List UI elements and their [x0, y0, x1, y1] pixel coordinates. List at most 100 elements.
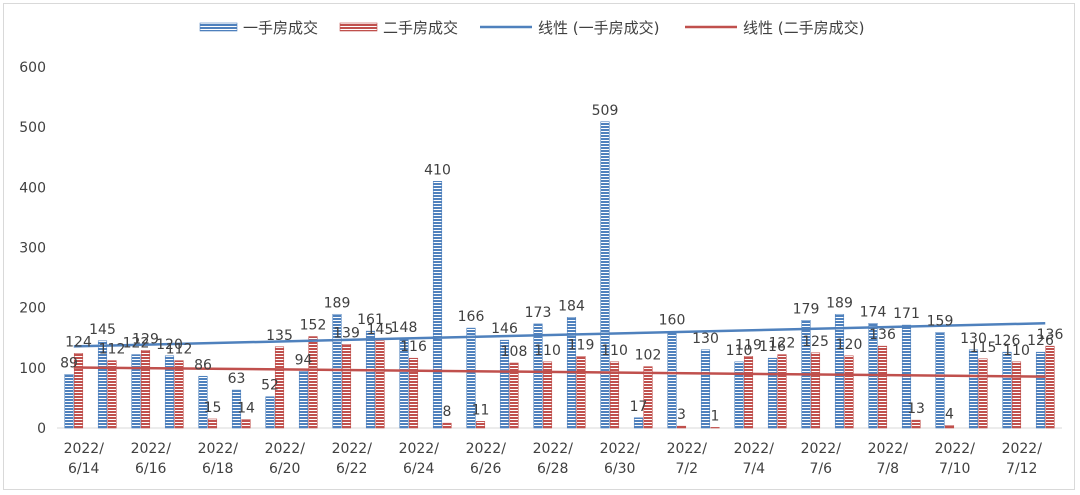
y-tick-label: 300: [19, 241, 46, 257]
new-house-bar: [600, 121, 610, 429]
resale-value-label: 14: [237, 401, 255, 417]
resale-bar: [509, 362, 519, 429]
resale-bar: [308, 336, 318, 429]
new-house-value-label: 173: [525, 305, 552, 321]
legend-swatch: [339, 22, 378, 32]
new-house-bar: [432, 181, 443, 429]
new-house-bar: [667, 331, 677, 429]
new-house-bar: [633, 417, 644, 429]
resale-bar: [576, 356, 586, 429]
new-house-bar: [64, 374, 74, 429]
new-house-value-label: 145: [89, 322, 116, 338]
resale-value-label: 108: [501, 344, 528, 360]
resale-value-label: 112: [166, 342, 193, 358]
new-house-bar: [700, 349, 711, 429]
resale-trendline: [73, 366, 1046, 378]
x-tick-label: 2022/6/30: [600, 441, 641, 477]
x-tick-label: 2022/6/24: [399, 441, 440, 477]
resale-bar: [107, 360, 117, 429]
chart-frame: [3, 3, 1075, 490]
resale-bar: [609, 361, 620, 429]
new-house-value-label: 410: [424, 162, 451, 178]
new-house-value-label: 179: [793, 301, 820, 317]
resale-bar: [710, 427, 720, 429]
new-house-value-label: 174: [860, 304, 887, 320]
resale-bar: [241, 419, 251, 429]
x-tick-label: 2022/7/12: [1002, 441, 1043, 477]
x-tick-label: 2022/6/22: [332, 441, 373, 477]
new-house-value-label: 122: [123, 336, 150, 352]
new-house-bar: [365, 330, 376, 429]
resale-bar: [73, 353, 84, 429]
resale-value-label: 122: [769, 336, 796, 352]
y-tick-label: 200: [19, 301, 46, 317]
resale-bar: [877, 345, 888, 429]
resale-bar: [207, 418, 218, 429]
new-house-value-label: 159: [927, 313, 954, 329]
new-house-bar: [298, 371, 309, 429]
y-tick-label: 100: [19, 361, 46, 377]
new-house-bar: [935, 332, 945, 429]
new-house-bar: [1035, 351, 1046, 429]
legend-label: 线性 (一手房成交): [538, 19, 659, 37]
x-tick-label: 2022/7/2: [667, 441, 708, 477]
legend: 一手房成交 二手房成交 线性 (一手房成交) 线性 (二手房成交): [199, 19, 864, 37]
new-house-bar: [466, 327, 476, 429]
y-tick-label: 0: [37, 421, 46, 437]
resale-value-label: 119: [735, 337, 762, 353]
resale-value-label: 136: [1037, 327, 1064, 343]
resale-value-label: 11: [472, 402, 490, 418]
y-tick-label: 400: [19, 180, 46, 196]
resale-value-label: 152: [300, 318, 327, 334]
new-house-value-label: 160: [659, 313, 686, 329]
resale-value-label: 110: [601, 343, 628, 359]
x-tick-label: 2022/6/20: [265, 441, 306, 477]
legend-swatch: [199, 22, 238, 32]
resale-value-label: 13: [907, 401, 925, 417]
resale-bar: [542, 361, 553, 429]
new-house-value-label: 509: [592, 103, 619, 119]
new-house-value-label: 171: [893, 306, 920, 322]
legend-label: 一手房成交: [243, 19, 318, 37]
new-house-bar: [834, 313, 845, 429]
resale-bar: [174, 360, 184, 429]
resale-value-label: 102: [635, 348, 662, 364]
y-tick-label: 600: [19, 60, 46, 76]
resale-value-label: 125: [802, 334, 829, 350]
resale-value-label: 15: [204, 400, 222, 416]
resale-value-label: 120: [836, 337, 863, 353]
resale-bar: [1011, 361, 1022, 429]
resale-bar: [911, 419, 921, 429]
new-house-bar: [968, 349, 979, 429]
new-house-bar: [131, 354, 141, 429]
x-tick-label: 2022/7/10: [935, 441, 976, 477]
legend-label: 二手房成交: [383, 19, 458, 37]
resale-bar: [1045, 345, 1055, 429]
resale-bar: [442, 422, 452, 429]
resale-value-label: 116: [400, 339, 427, 355]
new-house-value-label: 89: [60, 355, 78, 371]
resale-bar: [777, 354, 787, 429]
resale-value-label: 124: [65, 334, 92, 350]
resale-bar: [810, 352, 821, 429]
resale-value-label: 110: [1003, 343, 1030, 359]
new-house-value-label: 126: [1027, 333, 1054, 349]
resale-value-label: 4: [945, 407, 954, 423]
new-house-bar: [198, 375, 208, 429]
x-tick-label: 2022/6/14: [64, 441, 105, 477]
x-tick-label: 2022/7/4: [734, 441, 775, 477]
resale-bar: [140, 350, 151, 429]
new-house-value-label: 166: [458, 309, 485, 325]
resale-value-label: 145: [367, 322, 394, 338]
new-house-bar: [734, 361, 744, 429]
x-tick-label: 2022/7/6: [801, 441, 842, 477]
new-house-bar: [1002, 351, 1012, 429]
new-house-value-label: 161: [357, 312, 384, 328]
new-house-bar: [265, 396, 275, 429]
new-house-value-label: 126: [994, 333, 1021, 349]
x-tick-label: 2022/6/26: [466, 441, 507, 477]
resale-value-label: 110: [534, 343, 561, 359]
resale-bar: [676, 425, 687, 429]
resale-bar: [978, 358, 988, 429]
